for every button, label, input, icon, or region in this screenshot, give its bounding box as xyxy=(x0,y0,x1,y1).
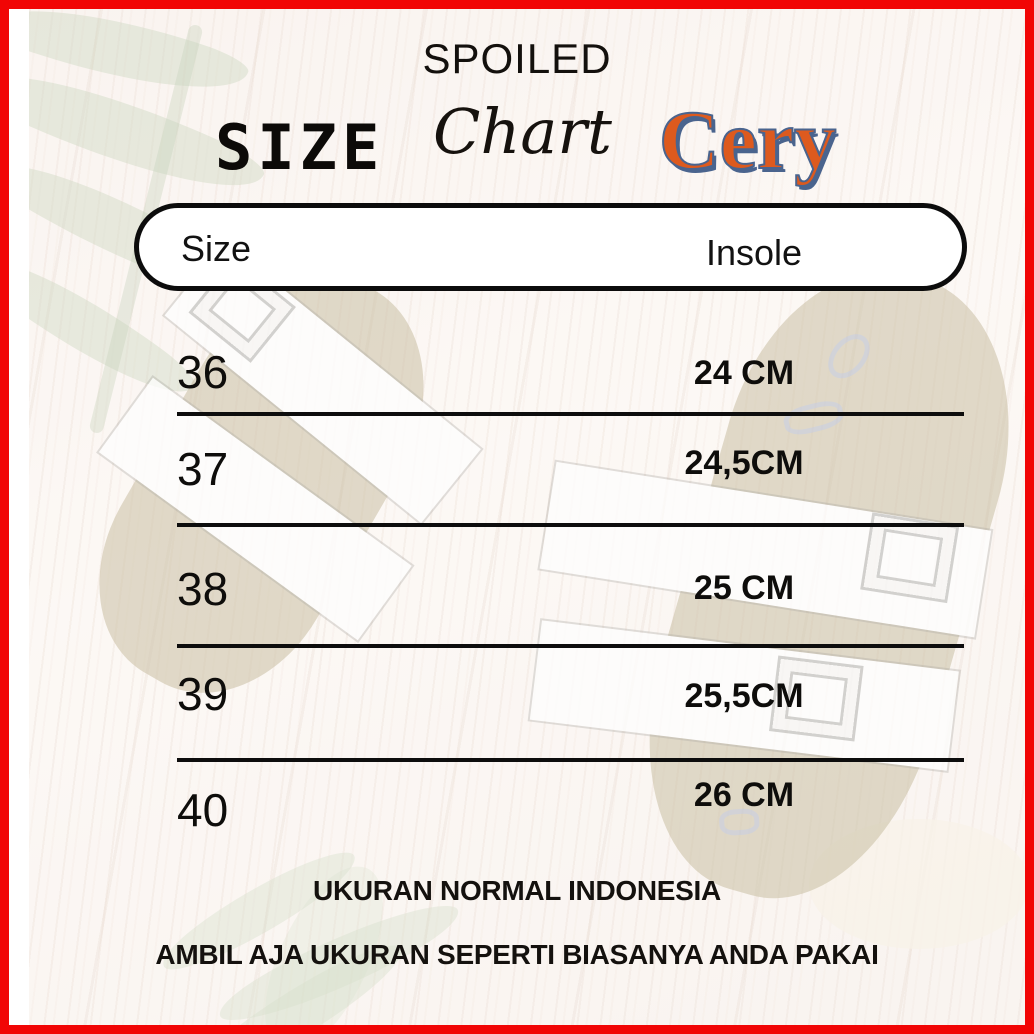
row-divider xyxy=(177,523,964,527)
table-row-size: 36 xyxy=(177,346,229,398)
table-row-size: 39 xyxy=(177,668,229,720)
table-row-insole: 25,5CM xyxy=(684,677,804,715)
table-row-insole: 25 CM xyxy=(693,569,795,607)
table-row-size: 37 xyxy=(177,443,229,495)
row-divider xyxy=(177,758,964,762)
footer-note-2: AMBIL AJA UKURAN SEPERTI BIASANYA ANDA P… xyxy=(155,939,879,970)
table-row-insole: 24 CM xyxy=(693,354,795,392)
footer-note-1: UKURAN NORMAL INDONESIA xyxy=(313,875,721,906)
column-header-insole: Insole xyxy=(705,232,803,273)
white-fade-overlay xyxy=(29,9,1025,1025)
brand-top-label: SPOILED xyxy=(422,35,612,82)
row-divider xyxy=(177,644,964,648)
chart-content: SPOILED SIZE Chart Cery Size Insole 36 2… xyxy=(9,9,1025,1025)
column-header-size: Size xyxy=(181,228,252,269)
title-word-chart: Chart xyxy=(433,95,612,168)
background-photo xyxy=(29,9,1025,1025)
row-divider xyxy=(177,412,964,416)
table-header-pill: Size Insole xyxy=(134,203,967,291)
table-row-insole: 24,5CM xyxy=(684,444,804,482)
title-word-size: SIZE xyxy=(215,111,385,184)
table-row-insole: 26 CM xyxy=(693,776,795,814)
table-row-size: 38 xyxy=(177,563,229,615)
title-brand-cery: Cery xyxy=(658,94,837,187)
table-row-size: 40 xyxy=(177,784,229,836)
